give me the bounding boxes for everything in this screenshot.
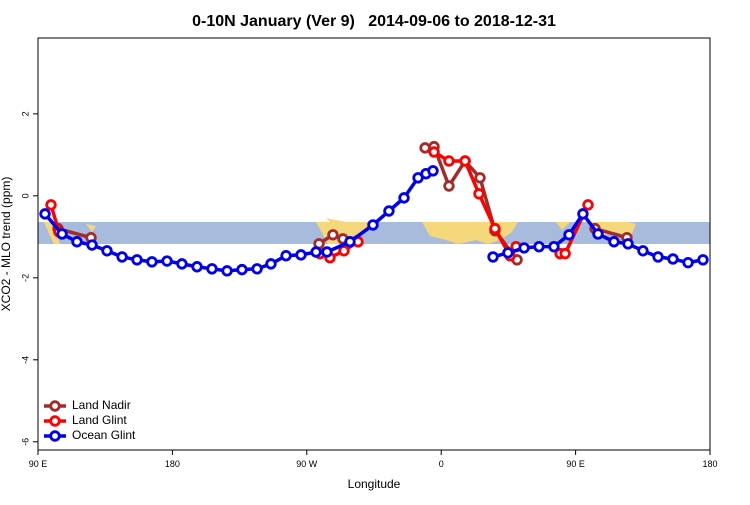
y-tick-label: -2 — [20, 274, 30, 282]
point — [295, 249, 307, 261]
point — [236, 263, 248, 276]
point — [251, 263, 263, 275]
point — [652, 251, 664, 263]
point — [474, 172, 486, 184]
point — [473, 188, 485, 200]
point — [367, 219, 379, 231]
point — [321, 246, 333, 258]
legend-marker — [49, 415, 61, 427]
point — [592, 228, 604, 240]
point — [398, 192, 410, 204]
point — [344, 236, 356, 248]
legend-label: Land Glint — [72, 413, 127, 427]
point — [116, 251, 128, 263]
point — [548, 240, 560, 253]
point — [559, 247, 571, 260]
x-tick-label: 90 E — [29, 459, 48, 469]
point — [667, 253, 679, 265]
point — [428, 146, 440, 158]
point — [71, 236, 83, 248]
point — [582, 199, 594, 211]
point — [221, 265, 233, 277]
x-tick-label: 180 — [702, 459, 717, 469]
point — [39, 208, 51, 220]
point — [682, 256, 694, 269]
y-tick-label: 0 — [20, 193, 30, 198]
point — [443, 155, 455, 167]
point — [427, 165, 439, 177]
point — [161, 255, 173, 267]
point — [338, 245, 350, 257]
point — [265, 258, 277, 270]
point — [327, 229, 339, 241]
point — [86, 239, 98, 251]
point — [280, 249, 292, 262]
point — [45, 199, 57, 211]
point — [56, 228, 68, 240]
legend-marker — [49, 430, 61, 442]
legend-label: Ocean Glint — [72, 428, 136, 442]
x-tick-label: 0 — [439, 459, 444, 469]
x-tick-label: 180 — [165, 459, 180, 469]
plot-frame — [37, 37, 711, 451]
point — [131, 254, 143, 266]
x-tick-label: 90 W — [296, 459, 318, 469]
point — [502, 247, 514, 259]
chart-title: 0-10N January (Ver 9) 2014-09-06 to 2018… — [192, 13, 556, 30]
point — [577, 208, 589, 220]
x-tick-label: 90 E — [566, 459, 585, 469]
land — [44, 222, 96, 244]
point — [533, 240, 545, 253]
point — [489, 222, 501, 235]
point — [383, 205, 395, 217]
x-axis-label: Longitude — [348, 477, 401, 491]
point — [697, 254, 709, 266]
y-tick-label: -4 — [20, 356, 30, 364]
point — [518, 242, 530, 254]
point — [146, 256, 158, 268]
ocean-band — [38, 222, 710, 244]
point — [443, 180, 455, 192]
series-line — [49, 150, 590, 260]
point — [608, 236, 620, 248]
point — [419, 142, 431, 154]
legend-label: Land Nadir — [72, 398, 131, 412]
point — [637, 245, 649, 257]
point — [487, 251, 499, 263]
point — [622, 238, 634, 250]
point — [206, 263, 218, 275]
y-axis-label: XCO2 - MLO trend (ppm) — [0, 177, 13, 312]
point — [191, 261, 203, 273]
point — [563, 229, 575, 241]
point — [176, 258, 188, 270]
point — [101, 245, 113, 257]
y-tick-label: -6 — [20, 438, 30, 446]
legend-marker — [49, 400, 61, 412]
point — [310, 246, 322, 258]
y-tick-label: 2 — [20, 111, 30, 116]
point — [459, 155, 471, 167]
